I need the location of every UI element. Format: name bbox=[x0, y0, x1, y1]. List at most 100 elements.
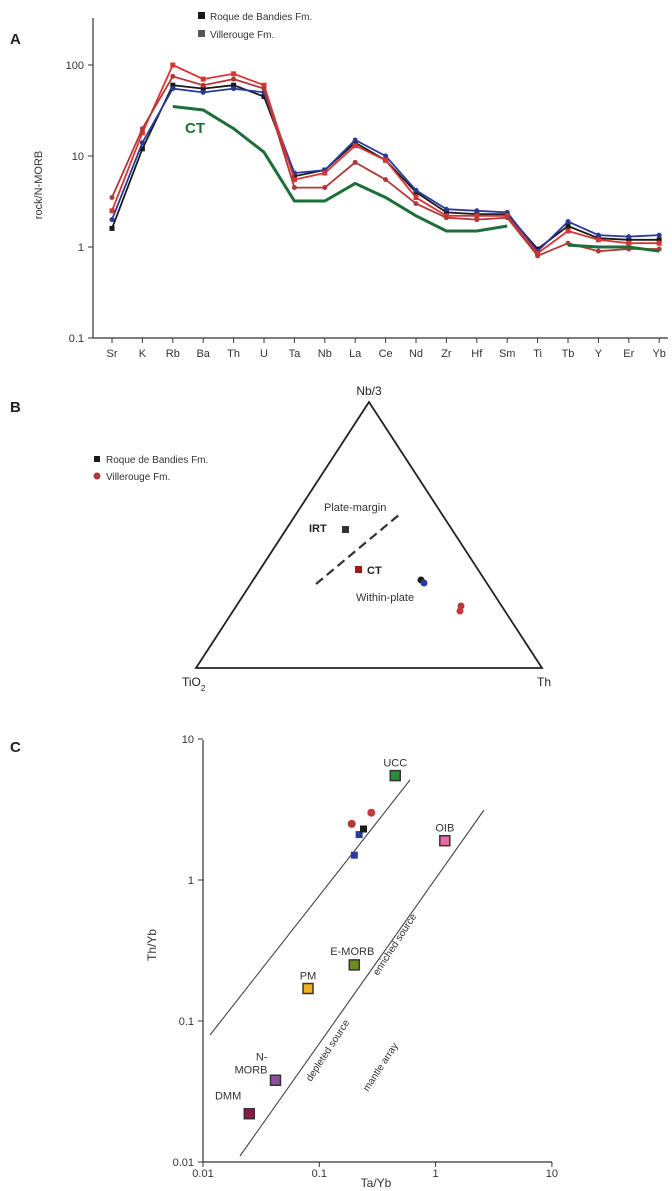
annotation-enriched: enriched source bbox=[371, 912, 419, 978]
data-point bbox=[291, 185, 297, 191]
label-irt: IRT bbox=[309, 523, 327, 535]
data-point bbox=[565, 223, 571, 229]
vertex-th: Th bbox=[537, 675, 551, 689]
x-tick-label: 0.01 bbox=[192, 1168, 213, 1180]
vertex-tio2: TiO2 bbox=[182, 675, 206, 693]
y-tick-label: 0.01 bbox=[173, 1157, 194, 1169]
legend-roque-b: Roque de Bandies Fm. bbox=[106, 455, 208, 466]
data-point bbox=[170, 62, 176, 68]
panel-label-b: B bbox=[10, 399, 21, 416]
data-point bbox=[474, 217, 480, 223]
x-axis-label-c: Ta/Yb bbox=[361, 1176, 392, 1190]
legend-marker-roque bbox=[198, 12, 205, 19]
data-point bbox=[291, 173, 297, 179]
reference-point bbox=[302, 982, 314, 995]
x-tick-label: Yb bbox=[652, 348, 665, 360]
x-tick-label: Sm bbox=[499, 348, 516, 360]
data-point bbox=[656, 237, 662, 243]
x-tick-label: U bbox=[260, 348, 268, 360]
field-within-plate: Within-plate bbox=[356, 592, 414, 604]
data-point bbox=[565, 219, 571, 225]
x-tick-label: Rb bbox=[166, 348, 180, 360]
y-tick-label: 10 bbox=[72, 151, 84, 163]
x-tick-label: 0.1 bbox=[312, 1168, 327, 1180]
sample-point bbox=[350, 851, 358, 859]
sample-point bbox=[456, 607, 464, 615]
data-point bbox=[383, 153, 389, 159]
y-tick-label: 0.1 bbox=[69, 333, 84, 345]
sample-point bbox=[360, 825, 368, 833]
data-point bbox=[322, 185, 328, 191]
data-point bbox=[170, 82, 176, 88]
data-point bbox=[352, 137, 358, 143]
data-point bbox=[231, 76, 237, 82]
data-point bbox=[170, 86, 176, 92]
annotation-mantle-array: mantle array bbox=[361, 1041, 400, 1094]
data-point bbox=[595, 237, 601, 243]
data-point bbox=[626, 237, 632, 243]
x-tick-label: Ti bbox=[533, 348, 542, 360]
data-point bbox=[261, 94, 267, 100]
data-point bbox=[595, 232, 601, 238]
sample-point bbox=[367, 808, 376, 817]
data-point bbox=[352, 140, 358, 146]
vertex-nb3: Nb/3 bbox=[356, 384, 382, 398]
reference-point bbox=[269, 1074, 282, 1087]
reference-point bbox=[389, 769, 402, 782]
data-point bbox=[200, 82, 206, 88]
data-point bbox=[109, 217, 115, 223]
reference-label: OIB bbox=[435, 823, 454, 835]
x-tick-label: Hf bbox=[471, 348, 483, 360]
x-tick-label: La bbox=[349, 348, 362, 360]
y-tick-label: 0.1 bbox=[179, 1016, 194, 1028]
x-tick-label: Zr bbox=[441, 348, 452, 360]
reference-point bbox=[348, 959, 361, 971]
data-point bbox=[170, 73, 176, 79]
reference-label: N- bbox=[256, 1051, 268, 1063]
reference-point bbox=[243, 1107, 256, 1120]
data-point bbox=[352, 143, 358, 149]
data-point bbox=[261, 86, 267, 92]
reference-label: MORB bbox=[234, 1064, 267, 1076]
data-point bbox=[322, 170, 328, 176]
x-tick-label: K bbox=[139, 348, 147, 360]
data-point bbox=[291, 177, 297, 183]
reference-label: E-MORB bbox=[330, 946, 374, 958]
array-lower-line bbox=[239, 809, 485, 1157]
data-point bbox=[200, 76, 206, 82]
data-point bbox=[139, 140, 145, 146]
ternary-diagram: B Nb/3 TiO2 Th Roque de Bandies Fm. Vill… bbox=[10, 384, 551, 693]
y-tick-label: 100 bbox=[66, 60, 84, 72]
x-tick-label: Nb bbox=[318, 348, 332, 360]
reference-point bbox=[439, 834, 451, 847]
point-irt bbox=[342, 526, 349, 533]
ternary-triangle bbox=[194, 400, 544, 669]
annotation-depleted: depleted source bbox=[304, 1018, 352, 1084]
panel-label-c: C bbox=[10, 739, 21, 756]
data-point bbox=[139, 146, 145, 152]
legend-marker-villerouge bbox=[198, 30, 205, 37]
y-tick-label: 10 bbox=[182, 734, 194, 746]
x-tick-label: Er bbox=[623, 348, 634, 360]
array-upper-line bbox=[209, 779, 411, 1036]
data-point bbox=[352, 159, 358, 165]
data-point bbox=[656, 240, 662, 246]
data-point bbox=[413, 194, 419, 200]
data-point bbox=[383, 177, 389, 183]
data-point bbox=[443, 215, 449, 221]
data-point bbox=[474, 213, 480, 219]
th-ta-yb-diagram: C Th/Yb Ta/Yb 0.01 0.1 1 10 0.01 0.1 1 10 deple… bbox=[10, 734, 558, 1190]
legend-marker-villerouge-b bbox=[93, 472, 101, 480]
y-axis-label-c: Th/Yb bbox=[145, 929, 159, 961]
data-point bbox=[231, 82, 237, 88]
data-point bbox=[383, 157, 389, 163]
series-line bbox=[111, 87, 660, 253]
x-tick-label: Ba bbox=[196, 348, 210, 360]
data-point bbox=[231, 86, 237, 92]
data-point bbox=[413, 187, 419, 193]
x-tick-label: Ce bbox=[379, 348, 393, 360]
data-point bbox=[595, 248, 601, 254]
reference-label: PM bbox=[300, 971, 317, 983]
data-point bbox=[200, 86, 206, 92]
reference-label: DMM bbox=[215, 1091, 241, 1103]
